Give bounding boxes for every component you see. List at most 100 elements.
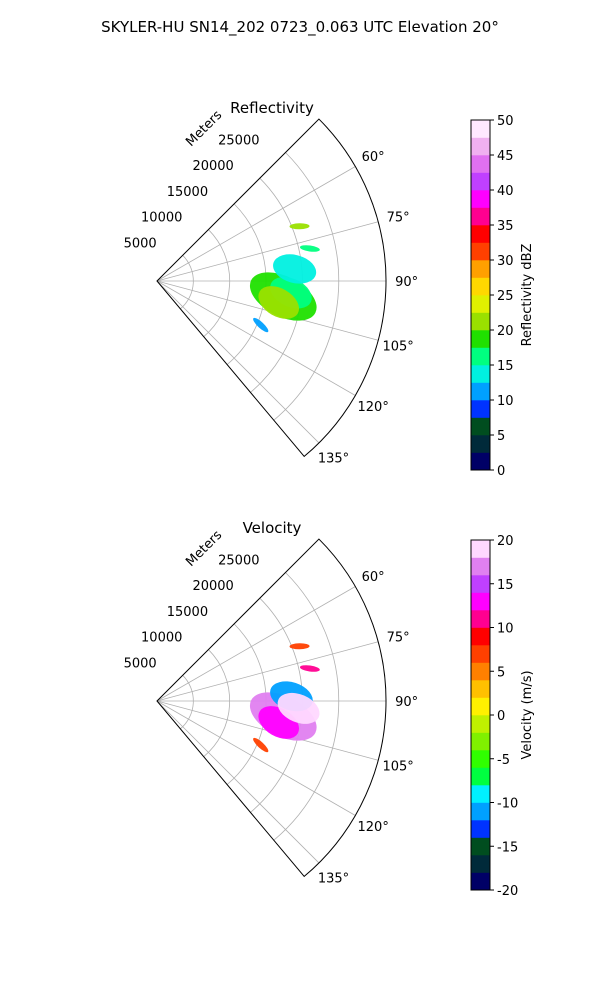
colorbar-segment	[471, 225, 490, 243]
azimuth-tick-label: 135°	[318, 872, 349, 887]
range-ring	[203, 649, 231, 757]
range-ring	[273, 152, 340, 421]
colorbar-segment	[471, 837, 490, 856]
colorbar-segment	[471, 452, 490, 471]
echo-point	[277, 692, 320, 724]
range-tick-label: 25000	[218, 133, 259, 148]
panel-reflectivity: Reflectivity500010000150002000025000Mete…	[124, 99, 535, 479]
colorbar-segment	[471, 767, 490, 786]
colorbar-segment	[471, 680, 490, 698]
colorbar-tick-label: -5	[497, 753, 510, 768]
colorbar-segment	[471, 330, 490, 348]
colorbar-tick-label: 10	[497, 622, 514, 637]
range-ring	[203, 229, 231, 337]
colorbar-segment	[471, 382, 490, 401]
range-ring	[180, 675, 194, 730]
azimuth-gridline	[156, 280, 356, 396]
range-tick-label: 5000	[124, 656, 157, 671]
colorbar-segment	[471, 540, 490, 558]
azimuth-gridline	[156, 641, 379, 702]
echo-point	[258, 286, 300, 319]
range-tick-label: 5000	[124, 236, 157, 251]
colorbar-tick-label: 30	[497, 254, 514, 269]
colorbar-segment	[471, 260, 490, 278]
chart-title: Reflectivity	[230, 99, 314, 117]
colorbar-segment	[471, 190, 490, 208]
echo-point	[289, 643, 310, 650]
colorbar-label: Velocity (m/s)	[520, 670, 535, 759]
colorbar-segment	[471, 207, 490, 226]
colorbar-segment	[471, 312, 490, 331]
colorbar-tick-label: -15	[497, 840, 518, 855]
colorbar-segment	[471, 610, 490, 628]
colorbar-segment	[471, 732, 490, 751]
colorbar-segment	[471, 575, 490, 593]
colorbar-segment	[471, 417, 490, 436]
colorbar-tick-label: 25	[497, 289, 514, 304]
panel-velocity: Velocity500010000150002000025000Meters60…	[124, 519, 535, 899]
colorbar-label: Reflectivity dBZ	[520, 244, 535, 347]
colorbar-segment	[471, 662, 490, 681]
azimuth-tick-label: 120°	[358, 400, 389, 415]
colorbar-segment	[471, 435, 490, 453]
azimuth-tick-label: 90°	[395, 695, 418, 710]
colorbar-segment	[471, 785, 490, 803]
azimuth-gridline	[156, 586, 356, 702]
echo-point	[273, 254, 317, 284]
sector-outline	[156, 118, 387, 458]
azimuth-tick-label: 60°	[362, 150, 385, 165]
colorbar-segment	[471, 137, 490, 156]
colorbar-tick-label: 45	[497, 149, 514, 164]
azimuth-tick-label: 90°	[395, 275, 418, 290]
colorbar-segment	[471, 750, 490, 768]
sector-outline	[156, 538, 387, 878]
azimuth-gridline	[156, 280, 320, 444]
colorbar-segment	[471, 172, 490, 191]
colorbar-segment	[471, 645, 490, 663]
colorbar-segment	[471, 715, 490, 733]
colorbar-tick-label: 15	[497, 359, 514, 374]
colorbar-tick-label: 20	[497, 534, 514, 549]
colorbar-segment	[471, 855, 490, 873]
colorbar-tick-label: 40	[497, 184, 514, 199]
range-tick-label: 10000	[141, 631, 182, 646]
figure-suptitle: SKYLER-HU SN14_202 0723_0.063 UTC Elevat…	[101, 18, 499, 37]
colorbar-segment	[471, 400, 490, 418]
colorbar-segment	[471, 295, 490, 313]
azimuth-gridline	[156, 700, 320, 864]
colorbar-tick-label: 35	[497, 219, 514, 234]
colorbar-segment	[471, 365, 490, 383]
azimuth-tick-label: 75°	[387, 210, 410, 225]
colorbar-tick-label: 0	[497, 709, 505, 724]
range-ring	[180, 255, 194, 310]
echo-point	[289, 223, 310, 230]
colorbar-segment	[471, 557, 490, 576]
range-tick-label: 25000	[218, 553, 259, 568]
colorbar-tick-label: 15	[497, 578, 514, 593]
echo-point	[299, 665, 320, 672]
colorbar-segment	[471, 347, 490, 366]
colorbar-tick-label: 5	[497, 429, 505, 444]
range-tick-label: 20000	[192, 159, 233, 174]
range-tick-label: 20000	[192, 579, 233, 594]
azimuth-tick-label: 120°	[358, 820, 389, 835]
range-tick-label: 15000	[167, 185, 208, 200]
colorbar-segment	[471, 242, 490, 261]
chart-title: Velocity	[243, 519, 302, 537]
colorbar-segment	[471, 627, 490, 646]
colorbar-segment	[471, 697, 490, 716]
colorbar-segment	[471, 872, 490, 891]
range-tick-label: 15000	[167, 605, 208, 620]
azimuth-gridline	[156, 221, 379, 282]
colorbar-segment	[471, 120, 490, 138]
azimuth-gridline	[156, 700, 356, 816]
azimuth-tick-label: 75°	[387, 630, 410, 645]
colorbar-segment	[471, 277, 490, 296]
colorbar-segment	[471, 802, 490, 821]
colorbar-tick-label: -10	[497, 797, 518, 812]
azimuth-gridline	[156, 166, 356, 282]
colorbar-segment	[471, 155, 490, 173]
colorbar-tick-label: 20	[497, 324, 514, 339]
colorbar-tick-label: 10	[497, 394, 514, 409]
